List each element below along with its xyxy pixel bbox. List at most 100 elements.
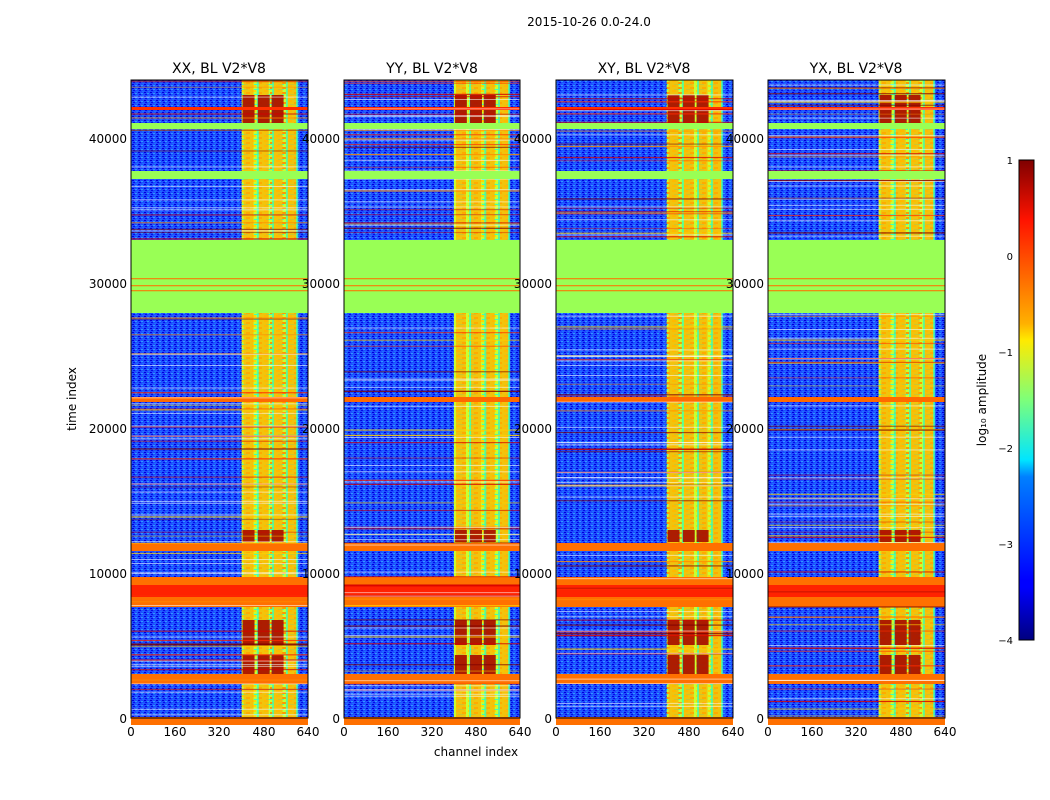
rfi-line <box>768 535 945 537</box>
rfi-line <box>344 146 520 148</box>
interference-band <box>344 397 520 402</box>
strong-rfi <box>908 655 921 675</box>
blank-line <box>344 689 520 691</box>
rfi-line <box>768 315 945 317</box>
rfi-line <box>131 518 308 521</box>
blank-line <box>344 634 520 636</box>
rfi-line <box>131 486 308 488</box>
rfi-line <box>131 231 308 234</box>
strong-rfi <box>470 620 482 645</box>
blank-line <box>556 219 733 221</box>
rfi-line <box>131 639 308 642</box>
strong-rfi <box>454 530 467 542</box>
rfi-line <box>344 683 520 685</box>
y-tick-labels: 0 10000 20000 30000 40000 <box>514 132 552 726</box>
blank-line <box>344 139 520 141</box>
flagged-region <box>344 240 520 313</box>
rfi-line <box>344 190 520 192</box>
rfi-line <box>556 278 733 280</box>
rfi-line <box>131 222 308 224</box>
flagged-region <box>768 240 945 313</box>
rfi-line <box>131 645 308 648</box>
blank-line <box>768 542 945 544</box>
y-tick-label: 10000 <box>89 567 127 581</box>
blank-line <box>344 571 520 573</box>
rfi-line <box>131 595 308 597</box>
y-tick-label: 30000 <box>89 277 127 291</box>
rfi-line <box>344 442 520 444</box>
rfi-line <box>344 80 520 83</box>
blank-line <box>556 616 733 618</box>
interference-band <box>131 397 308 402</box>
blank-line <box>131 209 308 211</box>
blank-line <box>131 438 308 440</box>
rfi-line <box>768 715 945 717</box>
blank-line <box>344 405 520 407</box>
y-tick-labels: 0 10000 20000 30000 40000 <box>302 132 340 726</box>
x-tick-label: 0 <box>552 725 560 739</box>
rfi-line <box>344 390 520 392</box>
rfi-line <box>556 130 733 132</box>
blank-line <box>556 375 733 377</box>
blank-line <box>768 208 945 210</box>
blank-line <box>131 207 308 209</box>
rfi-line <box>344 576 520 578</box>
axes-frame <box>767 79 946 719</box>
blank-line <box>556 110 733 112</box>
interference-band <box>131 585 308 597</box>
blank-line <box>556 472 733 474</box>
y-tick-label: 0 <box>332 712 340 726</box>
panel-title: YX, BL V2*V8 <box>809 61 903 77</box>
blank-line <box>131 502 308 504</box>
interference-band <box>768 585 945 597</box>
rfi-line <box>344 605 520 607</box>
blank-line <box>131 166 308 168</box>
rfi-line <box>556 565 733 567</box>
rfi-line <box>344 93 520 95</box>
blank-line <box>768 698 945 700</box>
strong-rfi <box>271 620 284 645</box>
rfi-line <box>768 571 945 573</box>
strong-rfi <box>483 620 496 645</box>
rfi-line <box>556 560 733 563</box>
blank-line <box>344 170 520 172</box>
interference-band <box>768 107 945 110</box>
y-tick-label: 30000 <box>514 277 552 291</box>
y-tick-label: 40000 <box>514 132 552 146</box>
blank-line <box>131 559 308 561</box>
blank-line <box>768 313 945 315</box>
rfi-line <box>131 290 308 292</box>
rfi-line <box>768 156 945 158</box>
blank-line <box>556 481 733 483</box>
y-tick-labels: 0 10000 20000 30000 40000 <box>726 132 764 726</box>
blank-line <box>131 572 308 574</box>
colorbar-tick-label: −2 <box>998 444 1013 455</box>
rfi-line <box>344 231 520 234</box>
rfi-line <box>556 232 733 234</box>
rfi-line <box>131 643 308 645</box>
rfi-line <box>131 644 308 646</box>
strong-rfi <box>682 620 695 645</box>
rfi-line <box>768 665 945 667</box>
rfi-line <box>344 643 520 645</box>
y-tick-label: 10000 <box>514 567 552 581</box>
interference-band <box>556 543 733 551</box>
rfi-line <box>768 101 945 103</box>
x-tick-label: 320 <box>421 725 444 739</box>
rfi-line <box>131 129 308 131</box>
rfi-line <box>768 624 945 626</box>
blank-line <box>556 364 733 366</box>
blank-line <box>131 665 308 667</box>
rfi-line <box>556 631 733 633</box>
blank-line <box>344 526 520 528</box>
rfi-line <box>556 500 733 502</box>
blank-line <box>768 100 945 102</box>
interference-band <box>768 674 945 684</box>
strong-rfi <box>682 530 695 542</box>
blank-line <box>131 185 308 187</box>
rfi-line <box>344 584 520 586</box>
blank-line <box>556 496 733 498</box>
rfi-line <box>768 647 945 649</box>
rfi-line <box>131 408 308 410</box>
rfi-line <box>768 93 945 95</box>
